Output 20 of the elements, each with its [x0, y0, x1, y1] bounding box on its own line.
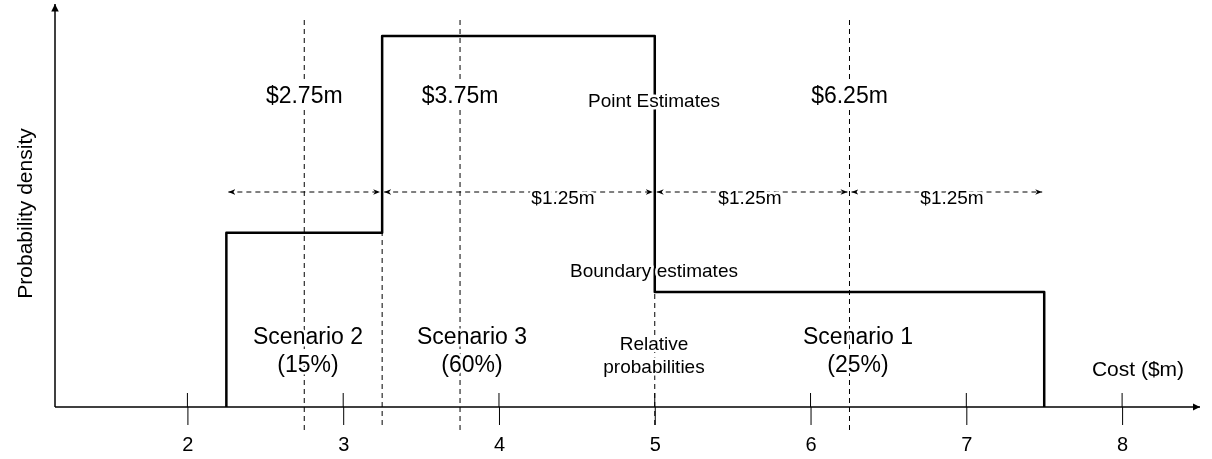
- x-tick-label: 7: [961, 433, 973, 456]
- annotation: $1.25m: [531, 186, 595, 208]
- ref-line-label: $3.75m: [421, 82, 499, 108]
- annotation: Boundary estimates: [570, 259, 738, 281]
- x-tick-label: 6: [805, 433, 817, 456]
- annotation: Scenario 1 (25%): [803, 322, 913, 378]
- annotation: $1.25m: [718, 186, 782, 208]
- y-axis-title: Probability density: [12, 127, 36, 299]
- x-tick-label: 2: [182, 433, 194, 456]
- x-tick-label: 3: [338, 433, 350, 456]
- annotation: Scenario 2 (15%): [253, 322, 363, 378]
- annotation: Relative probabilities: [603, 332, 705, 378]
- x-axis-title: Cost ($m): [1091, 356, 1185, 380]
- annotation: Scenario 3 (60%): [417, 322, 527, 378]
- ref-line-label: $6.25m: [811, 82, 888, 108]
- x-tick-label: 8: [1117, 433, 1129, 456]
- ref-line-label: $2.75m: [265, 82, 343, 108]
- annotation: $1.25m: [920, 186, 984, 208]
- x-tick-label: 4: [493, 433, 506, 456]
- x-tick-label: 5: [649, 433, 661, 456]
